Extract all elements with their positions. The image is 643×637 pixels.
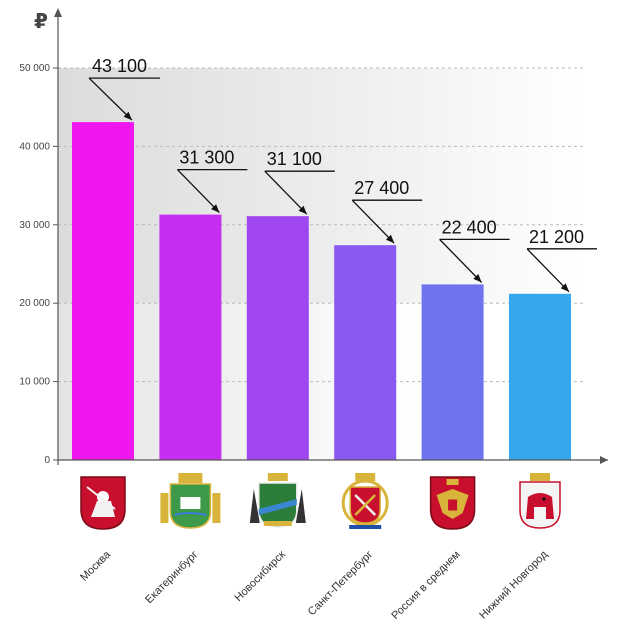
y-tick-label: 10 000 [19, 377, 50, 388]
leader-line [264, 170, 308, 215]
bar [421, 284, 484, 460]
bar [159, 214, 222, 460]
category-label: Санкт-Петербург [306, 549, 375, 618]
category-label: Екатеринбург [143, 549, 200, 606]
y-axis-arrow [54, 8, 62, 17]
leader-arrowhead [385, 234, 395, 244]
leader-arrowhead [123, 111, 132, 121]
moscow-coat-of-arms-icon [80, 476, 126, 530]
data-labels: 43 100 31 300 31 100 27 400 22 400 21 200 [88, 56, 597, 293]
y-tick-label: 50 000 [19, 63, 50, 74]
data-label: 21 200 [529, 227, 584, 247]
russia-coat-of-arms-icon [429, 476, 476, 530]
leader-line [526, 248, 570, 293]
category-labels: Москва Екатеринбург Новосибирск Санкт-Петер… [78, 548, 550, 622]
category-label: Москва [78, 548, 114, 584]
leader-arrowhead [560, 283, 569, 292]
x-axis-arrow [600, 456, 608, 464]
y-tick-label: 0 [44, 455, 50, 466]
leader-line [88, 77, 133, 121]
leader-line [351, 199, 395, 244]
novosibirsk-coat-of-arms-icon [249, 473, 306, 528]
category-label: Россия в среднем [389, 549, 462, 622]
bar [334, 245, 397, 460]
leader-line [439, 238, 483, 283]
data-label: 27 400 [354, 178, 409, 198]
data-label: 31 100 [267, 149, 322, 169]
saint-petersburg-coat-of-arms-icon [341, 473, 389, 529]
bar [246, 216, 309, 460]
data-label: 43 100 [92, 56, 147, 76]
gridlines: 0 10 000 20 000 30 000 40 000 50 000 [19, 63, 585, 466]
data-label: 31 300 [179, 148, 234, 168]
nizhny-novgorod-coat-of-arms-icon [519, 473, 561, 529]
emblems [80, 473, 561, 530]
plot-background [58, 68, 585, 460]
data-label: 22 400 [442, 217, 497, 237]
bars [72, 122, 571, 460]
leader-arrowhead [473, 274, 482, 283]
leader-arrowhead [211, 204, 220, 213]
leader-arrowhead [298, 205, 307, 215]
bar [509, 293, 571, 460]
y-tick-label: 20 000 [19, 298, 50, 309]
category-label: Новосибирск [232, 549, 288, 605]
bar [72, 122, 134, 460]
category-label: Нижний Новгород [477, 548, 550, 621]
axes [54, 8, 608, 465]
y-tick-label: 30 000 [19, 220, 50, 231]
yekaterinburg-coat-of-arms-icon [160, 473, 221, 529]
leader-line [176, 169, 220, 214]
currency-symbol: ₽ [34, 9, 48, 33]
plot-background-upper [58, 68, 585, 304]
y-tick-label: 40 000 [19, 141, 50, 152]
